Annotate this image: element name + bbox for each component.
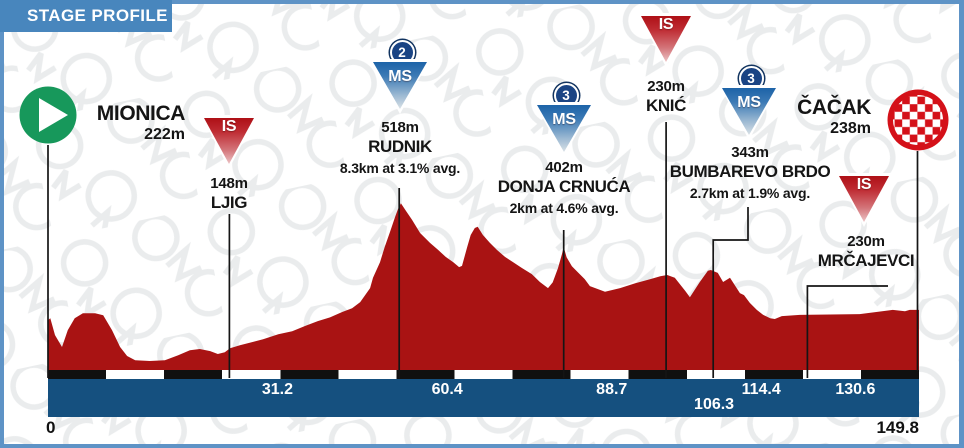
frame-border-right [959, 0, 964, 448]
start-elevation: 222m [144, 126, 185, 143]
marker-label-donja-crnuca: 402m DONJA CRNUĆA 2km at 4.6% avg. [497, 159, 631, 216]
header-box: STAGE PROFILE [0, 0, 172, 32]
frame-border-left [0, 0, 4, 448]
finish-elevation: 238m [830, 120, 871, 137]
checkered-flag-icon [893, 95, 943, 145]
play-icon [39, 98, 68, 132]
marker-label-knic: 230m KNIĆ [646, 78, 686, 115]
page-title: STAGE PROFILE [27, 6, 168, 25]
axis-terminus-label: 149.8 [876, 418, 919, 437]
axis-tick: 60.4 [431, 381, 463, 398]
sprint-triangle-icon: IS [201, 115, 257, 169]
start-city: MIONICA [96, 102, 186, 125]
finish-city: ČAČAK [797, 96, 871, 119]
marker-label-rudnik: 518m RUDNIK 8.3km at 3.1% avg. [339, 119, 461, 176]
marker-label-bumbarevo-brdo: 343m BUMBAREVO BRDO 2.7km at 1.9% avg. [669, 144, 831, 201]
frame-border-top [0, 0, 964, 4]
elevation-area [48, 203, 919, 370]
axis-tick: 88.7 [596, 381, 628, 398]
axis-tick: 114.4 [741, 381, 781, 398]
marker-label-ljig: 148m LJIG [210, 175, 248, 212]
axis-origin-label: 0 [46, 418, 56, 437]
mountain-triangle-icon: MS [719, 85, 779, 140]
mountain-triangle-icon: MS [370, 59, 430, 114]
sprint-triangle-icon: IS [836, 173, 892, 227]
start-marker [19, 86, 77, 144]
axis-tick: 130.6 [835, 381, 876, 398]
sprint-triangle-icon: IS [638, 13, 694, 67]
axis-tick: 106.3 [694, 396, 735, 413]
marker-lines [47, 122, 919, 378]
distance-axis-bar: 31.2 60.4 88.7 106.3 114.4 130.6 [48, 379, 919, 417]
mountain-triangle-icon: MS [534, 102, 594, 157]
axis-tick: 31.2 [261, 381, 293, 398]
finish-label: ČAČAK 238m [771, 96, 871, 138]
start-label: MIONICA 222m [85, 102, 186, 144]
marker-label-mrcajevci: 230m MRČAJEVCI [817, 233, 915, 270]
frame-border-bottom [0, 444, 964, 448]
finish-checker-strip [48, 370, 919, 379]
finish-marker [887, 89, 949, 151]
